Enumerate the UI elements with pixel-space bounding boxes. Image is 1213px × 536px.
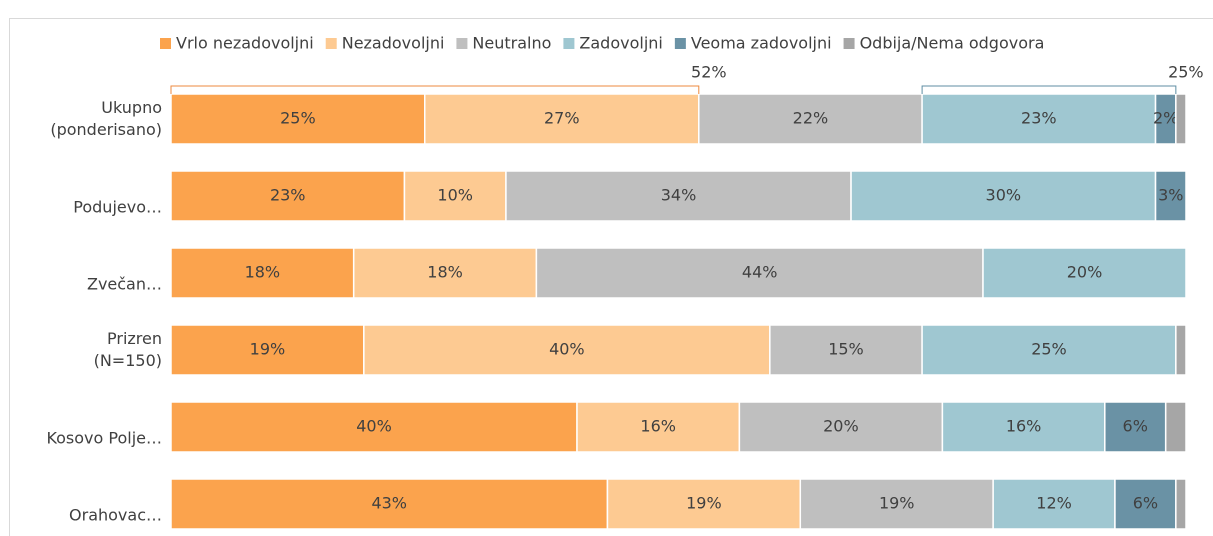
data-label: 2% [1153, 109, 1178, 128]
chart-frame [9, 18, 1213, 536]
legend-label: Nezadovoljni [342, 34, 445, 53]
bracket [921, 85, 1177, 94]
bar-segment [170, 401, 578, 453]
legend-swatch [843, 38, 855, 49]
legend-label: Neutralno [472, 34, 551, 53]
data-label: 18% [427, 263, 463, 282]
data-label: 16% [640, 417, 676, 436]
category-label: Orahovac… [69, 506, 162, 525]
data-label: 40% [356, 417, 392, 436]
bar-segment [505, 170, 852, 222]
data-label: 25% [1031, 340, 1067, 359]
category-label: Prizren (N=150) [94, 329, 162, 370]
bar-segment [1114, 478, 1177, 530]
bar-segment [1175, 478, 1187, 530]
bar-segment [698, 93, 923, 145]
bar-segment [738, 401, 944, 453]
data-label: 22% [793, 109, 829, 128]
data-label: 12% [1036, 494, 1072, 513]
data-label: 25% [280, 109, 316, 128]
bar-segment [170, 247, 355, 299]
bar-segment [606, 478, 802, 530]
bar-segment [535, 247, 984, 299]
bar-segment [424, 93, 700, 145]
data-label: 18% [245, 263, 281, 282]
bar-segment [1175, 93, 1187, 145]
legend-swatch [563, 38, 575, 49]
legend-swatch [674, 38, 686, 49]
bar-segment [170, 324, 365, 376]
bar-segment [576, 401, 741, 453]
legend-swatch [160, 38, 171, 49]
bar-segment [992, 478, 1116, 530]
bar-segment [769, 324, 923, 376]
bar-segment [982, 247, 1187, 299]
bar-segment [1164, 401, 1187, 453]
data-label: 44% [742, 263, 778, 282]
bar-segment [921, 93, 1157, 145]
data-label: 10% [437, 186, 473, 205]
bar-segment [941, 401, 1106, 453]
data-label: 6% [1123, 417, 1148, 436]
category-label: Podujevo… [73, 198, 162, 217]
data-label: 30% [986, 186, 1022, 205]
bar-segment [170, 93, 426, 145]
category-label: Ukupno (ponderisano) [50, 98, 162, 139]
legend-swatch [456, 38, 468, 49]
legend-label: Odbija/Nema odgovora [860, 34, 1045, 53]
data-label: 3% [1158, 186, 1183, 205]
legend-label: Veoma zadovoljni [691, 34, 832, 53]
bar-segment [921, 324, 1177, 376]
bar-segment [1175, 324, 1187, 376]
bar-segment [363, 324, 771, 376]
bar-segment [1154, 170, 1187, 222]
bar-segment [170, 478, 609, 530]
bar-segment [850, 170, 1157, 222]
data-label: 23% [270, 186, 306, 205]
data-label: 20% [823, 417, 859, 436]
legend-label: Vrlo nezadovoljni [176, 34, 314, 53]
legend-label: Zadovoljni [579, 34, 662, 53]
data-label: 16% [1006, 417, 1042, 436]
data-label: 43% [371, 494, 407, 513]
data-label: 6% [1133, 494, 1158, 513]
bracket [170, 85, 700, 94]
legend-swatch [325, 38, 337, 49]
data-label: 27% [544, 109, 580, 128]
bar-segment [799, 478, 994, 530]
data-label: 23% [1021, 109, 1057, 128]
data-label: 19% [686, 494, 722, 513]
data-label: 19% [879, 494, 915, 513]
data-label: 34% [661, 186, 697, 205]
data-label: 19% [250, 340, 286, 359]
category-label: Zvečan… [87, 275, 162, 294]
annotation: 25% [1168, 63, 1204, 82]
annotation: 52% [691, 63, 727, 82]
data-label: 40% [549, 340, 585, 359]
data-label: 20% [1067, 263, 1103, 282]
data-label: 15% [828, 340, 864, 359]
category-label: Kosovo Polje… [46, 429, 162, 448]
